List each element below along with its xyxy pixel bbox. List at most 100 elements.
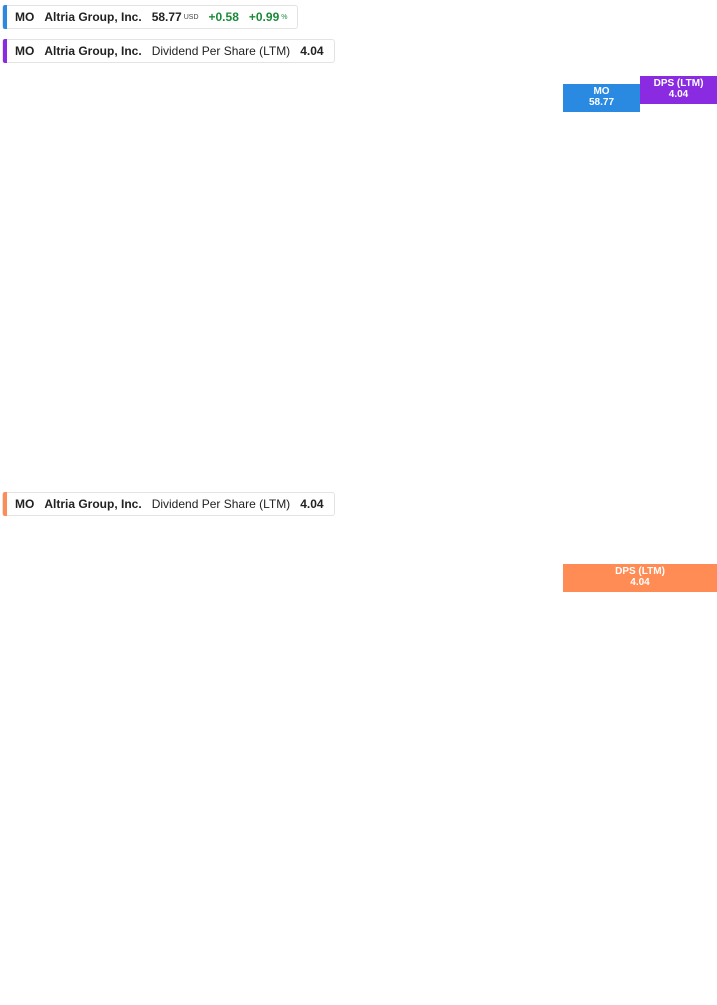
dps-bar xyxy=(519,583,529,973)
dps-axis-top: 3.00 2.54 2.35 2.16 1.97 xyxy=(640,249,670,494)
dps-legend-top-ticker: MO xyxy=(15,44,35,58)
price-legend-swatch xyxy=(3,5,7,29)
dps-bar xyxy=(203,756,213,973)
dps-axis-top-label: 2.16 xyxy=(649,431,670,443)
dps-axis-bottom: 4.003.002.542.352.161.97 xyxy=(562,579,593,980)
dps-bar xyxy=(227,716,236,973)
dps-bar xyxy=(121,855,131,973)
price-legend-change-pct: +0.99 xyxy=(248,10,280,24)
dps-axis-top-label: 3.00 xyxy=(649,249,670,261)
price-axis-label: 50.00 xyxy=(572,147,600,159)
dps-bar xyxy=(344,670,353,973)
dps-legend-bottom-company: Altria Group, Inc. xyxy=(44,497,142,511)
price-legend-price: 58.77 xyxy=(151,10,182,24)
dps-legend-top-swatch xyxy=(3,39,7,63)
dps-axis-bottom-label: 2.54 xyxy=(572,828,593,840)
dps-legend-top-metric: Dividend Per Share (LTM) xyxy=(151,44,291,58)
dps-bar xyxy=(426,629,435,973)
dps-axis-top-label: 2.35 xyxy=(649,384,670,396)
dps-legend-bottom-swatch xyxy=(3,492,7,516)
dps-legend-bottom[interactable]: MO Altria Group, Inc. Dividend Per Share… xyxy=(2,492,335,516)
dps-legend-top-value: 4.04 xyxy=(300,44,324,58)
dps-bar xyxy=(390,647,400,973)
price-badge-ticker: MO xyxy=(593,86,610,97)
dps-legend-top[interactable]: MO Altria Group, Inc. Dividend Per Share… xyxy=(2,39,335,63)
x-axis-label: 2018 xyxy=(128,985,155,999)
dps-bar xyxy=(75,892,84,973)
dps-bar xyxy=(285,686,295,973)
dps-bar xyxy=(238,703,248,973)
dps-axis-bottom-label: 1.97 xyxy=(572,968,593,980)
dps-bar xyxy=(51,912,61,973)
dps-line xyxy=(0,88,546,500)
price-axis-label: 75.00 xyxy=(572,11,600,23)
price-legend-pct-sign: % xyxy=(281,13,288,21)
price-axis-label: 55.00 xyxy=(572,115,600,127)
dps-badge-top-value: 4.04 xyxy=(668,89,689,100)
dps-bar xyxy=(402,641,412,973)
price-legend-currency: USD xyxy=(183,13,199,21)
dps-badge-bottom-label: DPS (LTM) xyxy=(615,566,665,577)
x-axis-label: 2016 xyxy=(17,985,44,999)
price-legend-company: Altria Group, Inc. xyxy=(44,10,142,24)
dps-axis-bottom-label: 2.35 xyxy=(572,871,593,883)
dps-bar xyxy=(355,666,365,973)
dps-bar xyxy=(262,692,271,973)
dps-bar xyxy=(40,922,49,973)
dps-bar xyxy=(215,734,224,973)
dps-bar xyxy=(449,617,458,973)
price-axis-label: 65.00 xyxy=(572,59,600,71)
dps-bar xyxy=(250,696,260,973)
dps-badge-top: DPS (LTM) 4.04 xyxy=(640,76,717,104)
price-axis-label: 45.00 xyxy=(572,183,600,195)
dps-bar xyxy=(5,953,14,973)
x-axis: 2016 2018 2020 2022 2024 xyxy=(17,975,487,999)
dps-legend-bottom-ticker: MO xyxy=(15,497,35,511)
dps-bar xyxy=(414,635,423,973)
dps-bar xyxy=(297,683,306,973)
dps-bar xyxy=(309,679,318,973)
price-badge: MO 58.77 xyxy=(563,84,640,112)
price-axis-label: 40.00 xyxy=(572,222,600,234)
dps-bar xyxy=(379,654,388,973)
x-axis-label: 2024 xyxy=(460,985,487,999)
dps-legend-bottom-metric: Dividend Per Share (LTM) xyxy=(151,497,291,511)
x-axis-label: 2020 xyxy=(239,985,266,999)
price-axis-label: 35.00 xyxy=(572,267,600,279)
dps-axis-bottom-label: 3.00 xyxy=(572,737,593,749)
dps-bar xyxy=(180,795,189,973)
dps-badge-bottom-value: 4.04 xyxy=(630,577,650,588)
price-legend[interactable]: MO Altria Group, Inc. 58.77 USD +0.58 +0… xyxy=(2,5,299,29)
dps-axis-top-label: 2.54 xyxy=(649,341,670,353)
dps-badge-top-label: DPS (LTM) xyxy=(653,78,704,89)
dps-bar xyxy=(461,612,470,973)
dps-bar xyxy=(367,660,376,973)
dps-legend-top-company: Altria Group, Inc. xyxy=(44,44,142,58)
dps-bar xyxy=(531,578,540,973)
dps-bar xyxy=(320,676,330,973)
price-axis-label: 25.00 xyxy=(572,380,600,392)
price-axis-label: 30.00 xyxy=(572,319,600,331)
dps-axis-bottom-label: 2.16 xyxy=(572,917,593,929)
dps-badge-bottom: DPS (LTM) 4.04 xyxy=(563,564,717,592)
dps-bar xyxy=(16,943,26,973)
price-and-dps-lines xyxy=(0,88,546,500)
dps-bar xyxy=(472,606,482,973)
dps-bar xyxy=(157,824,166,973)
dps-legend-bottom-value: 4.04 xyxy=(300,497,324,511)
dps-bar xyxy=(437,623,447,973)
dps-axis-top-label: 1.97 xyxy=(649,482,670,494)
x-axis-label: 2022 xyxy=(349,985,376,999)
price-axis-label: 19.00 xyxy=(572,472,600,484)
dps-bar xyxy=(98,873,107,973)
dps-bar xyxy=(507,589,517,973)
dps-bar xyxy=(168,812,178,973)
price-legend-change: +0.58 xyxy=(208,10,239,24)
price-axis: 75.00 65.00 55.00 50.00 45.00 40.00 35.00 30.00… xyxy=(562,11,600,484)
dps-bar xyxy=(332,673,341,973)
price-badge-value: 58.77 xyxy=(588,97,615,108)
dps-bar xyxy=(63,902,72,973)
price-legend-ticker: MO xyxy=(15,10,35,24)
dps-bar xyxy=(192,779,201,973)
dps-bar xyxy=(145,837,154,973)
